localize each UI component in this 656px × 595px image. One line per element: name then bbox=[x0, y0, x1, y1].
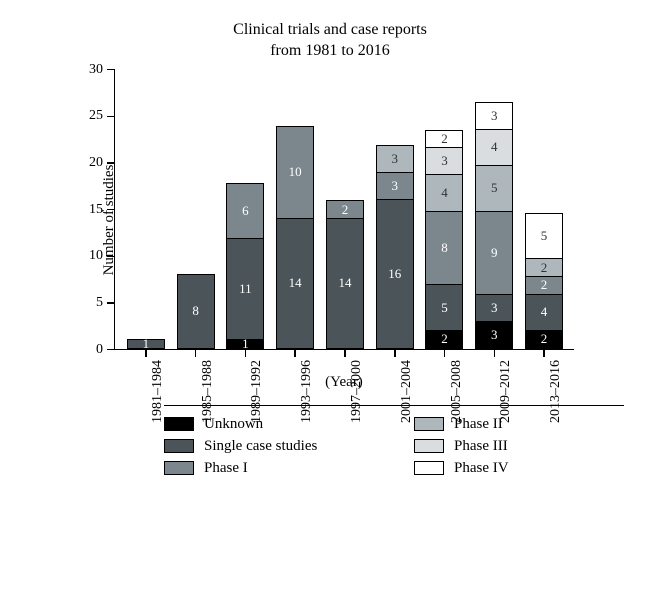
legend-item-single: Single case studies bbox=[164, 438, 374, 455]
bar-segment-single: 1 bbox=[127, 339, 165, 348]
chart-title: Clinical trials and case reports from 19… bbox=[50, 20, 610, 62]
y-tick bbox=[107, 69, 115, 71]
legend-label: Phase III bbox=[454, 438, 508, 455]
chart-container: Clinical trials and case reports from 19… bbox=[50, 20, 610, 477]
bar-segment-unknown: 2 bbox=[525, 330, 563, 349]
x-tick-label: 1981–1984 bbox=[150, 360, 166, 423]
x-tick-label: 1993–1996 bbox=[299, 360, 315, 423]
bar-segment-phase1: 8 bbox=[425, 211, 463, 286]
y-tick-label: 15 bbox=[89, 202, 103, 218]
bar-column: 258432 bbox=[425, 131, 463, 349]
x-tick-label: 2001–2004 bbox=[399, 360, 415, 423]
plot-area: 1811161410142163325843233954324225 05101… bbox=[114, 70, 574, 350]
bar-column: 8 bbox=[177, 275, 215, 349]
legend-item-phase4: Phase IV bbox=[414, 460, 624, 477]
bar-segment-single: 14 bbox=[326, 218, 364, 349]
bar-segment-unknown: 2 bbox=[425, 330, 463, 349]
y-tick bbox=[107, 116, 115, 118]
x-tick-label: 1985–1988 bbox=[200, 360, 216, 423]
x-tick-label: 2013–2016 bbox=[548, 360, 564, 423]
y-tick-label: 30 bbox=[89, 62, 103, 78]
y-tick-label: 20 bbox=[89, 155, 103, 171]
title-line-1: Clinical trials and case reports bbox=[233, 21, 427, 38]
bar-segment-phase2: 4 bbox=[425, 174, 463, 211]
bar-segment-single: 4 bbox=[525, 294, 563, 331]
bar-segment-phase4: 2 bbox=[425, 130, 463, 149]
bar-column: 1116 bbox=[226, 184, 264, 349]
bar-segment-single: 16 bbox=[376, 199, 414, 348]
bar-segment-phase1: 2 bbox=[326, 200, 364, 219]
bar-segment-single: 11 bbox=[226, 238, 264, 341]
legend-swatch bbox=[164, 439, 194, 453]
bar-segment-single: 3 bbox=[475, 294, 513, 322]
bar-segment-phase1: 10 bbox=[276, 126, 314, 219]
bar-segment-phase4: 5 bbox=[525, 213, 563, 260]
legend-swatch bbox=[414, 461, 444, 475]
y-tick-label: 10 bbox=[89, 248, 103, 264]
bar-segment-unknown: 1 bbox=[226, 339, 264, 348]
bar-segment-single: 5 bbox=[425, 284, 463, 331]
legend-label: Phase I bbox=[204, 460, 248, 477]
bar-segment-phase3: 4 bbox=[475, 129, 513, 166]
y-tick bbox=[107, 209, 115, 211]
legend-swatch bbox=[164, 461, 194, 475]
y-tick-label: 25 bbox=[89, 108, 103, 124]
bar-segment-phase2: 3 bbox=[376, 145, 414, 173]
legend-item-phase1: Phase I bbox=[164, 460, 374, 477]
y-tick bbox=[107, 162, 115, 164]
bar-segment-phase3: 3 bbox=[425, 147, 463, 175]
y-tick bbox=[107, 302, 115, 304]
plot-wrap: Number of studies 1811161410142163325843… bbox=[114, 70, 610, 370]
legend-label: Single case studies bbox=[204, 438, 317, 455]
bar-segment-phase1: 2 bbox=[525, 276, 563, 295]
legend-swatch bbox=[414, 439, 444, 453]
x-tick-label: 2009–2012 bbox=[498, 360, 514, 423]
bar-column: 1633 bbox=[376, 146, 414, 348]
title-line-2: from 1981 to 2016 bbox=[270, 42, 390, 59]
bar-segment-phase4: 3 bbox=[475, 102, 513, 130]
y-tick bbox=[107, 256, 115, 258]
y-tick-label: 0 bbox=[96, 342, 103, 358]
bar-segment-single: 14 bbox=[276, 218, 314, 349]
bar-segment-phase2: 5 bbox=[475, 165, 513, 212]
bar-segment-phase1: 9 bbox=[475, 211, 513, 295]
bar-column: 1410 bbox=[276, 127, 314, 349]
y-tick-label: 5 bbox=[96, 295, 103, 311]
bar-segment-single: 8 bbox=[177, 274, 215, 349]
x-tick-label: 2005–2008 bbox=[449, 360, 465, 423]
bar-segment-unknown: 3 bbox=[475, 321, 513, 349]
bar-segment-phase2: 2 bbox=[525, 258, 563, 277]
bar-column: 24225 bbox=[525, 214, 563, 349]
x-tick-labels: 1981–1984 1985–1988 1989–1992 1993–1996 1997… bbox=[114, 350, 574, 432]
bar-segment-phase1: 6 bbox=[226, 183, 264, 239]
bar-column: 339543 bbox=[475, 103, 513, 349]
bar-column: 1 bbox=[127, 340, 165, 348]
bar-column: 142 bbox=[326, 201, 364, 348]
legend-label: Phase IV bbox=[454, 460, 509, 477]
legend-item-phase3: Phase III bbox=[414, 438, 624, 455]
bars-group: 1811161410142163325843233954324225 bbox=[115, 69, 575, 349]
x-tick-label: 1997–2000 bbox=[349, 360, 365, 423]
bar-segment-phase1: 3 bbox=[376, 172, 414, 200]
x-tick-label: 1989–1992 bbox=[249, 360, 265, 423]
